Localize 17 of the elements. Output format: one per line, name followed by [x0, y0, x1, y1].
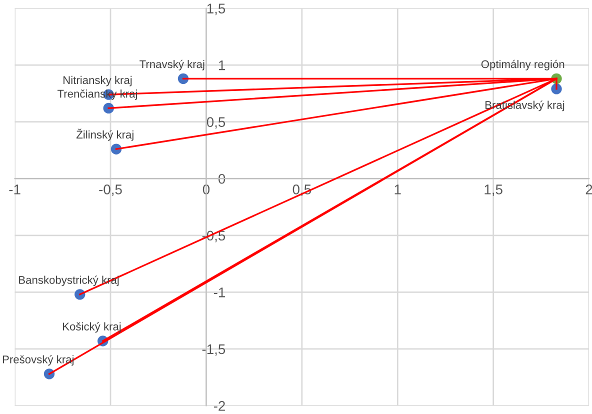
annotation: Optimálny región: [481, 60, 564, 70]
x-tick-label: -0,5: [99, 184, 122, 196]
y-tick-label: 1,5: [207, 4, 226, 16]
x-tick-label: -1: [9, 184, 20, 194]
x-tick-label: 1: [394, 184, 401, 194]
annotation: Žilinský kraj: [76, 128, 134, 141]
y-tick-label: -1: [214, 288, 225, 298]
y-tick-label: 0,5: [206, 117, 226, 129]
y-tick-label: -2: [214, 401, 225, 411]
annotation: Trnavský kraj: [140, 60, 204, 70]
x-tick-label: 1,5: [484, 184, 502, 196]
y-tick-label: -1,5: [202, 344, 226, 356]
y-tick-label: 1: [218, 60, 225, 70]
annotation: Nitriansky kraj: [64, 76, 132, 86]
x-tick-label: 2: [586, 184, 592, 194]
annotation: Košický kraj: [63, 322, 121, 333]
annotation: Prešovský kraj: [2, 355, 74, 366]
